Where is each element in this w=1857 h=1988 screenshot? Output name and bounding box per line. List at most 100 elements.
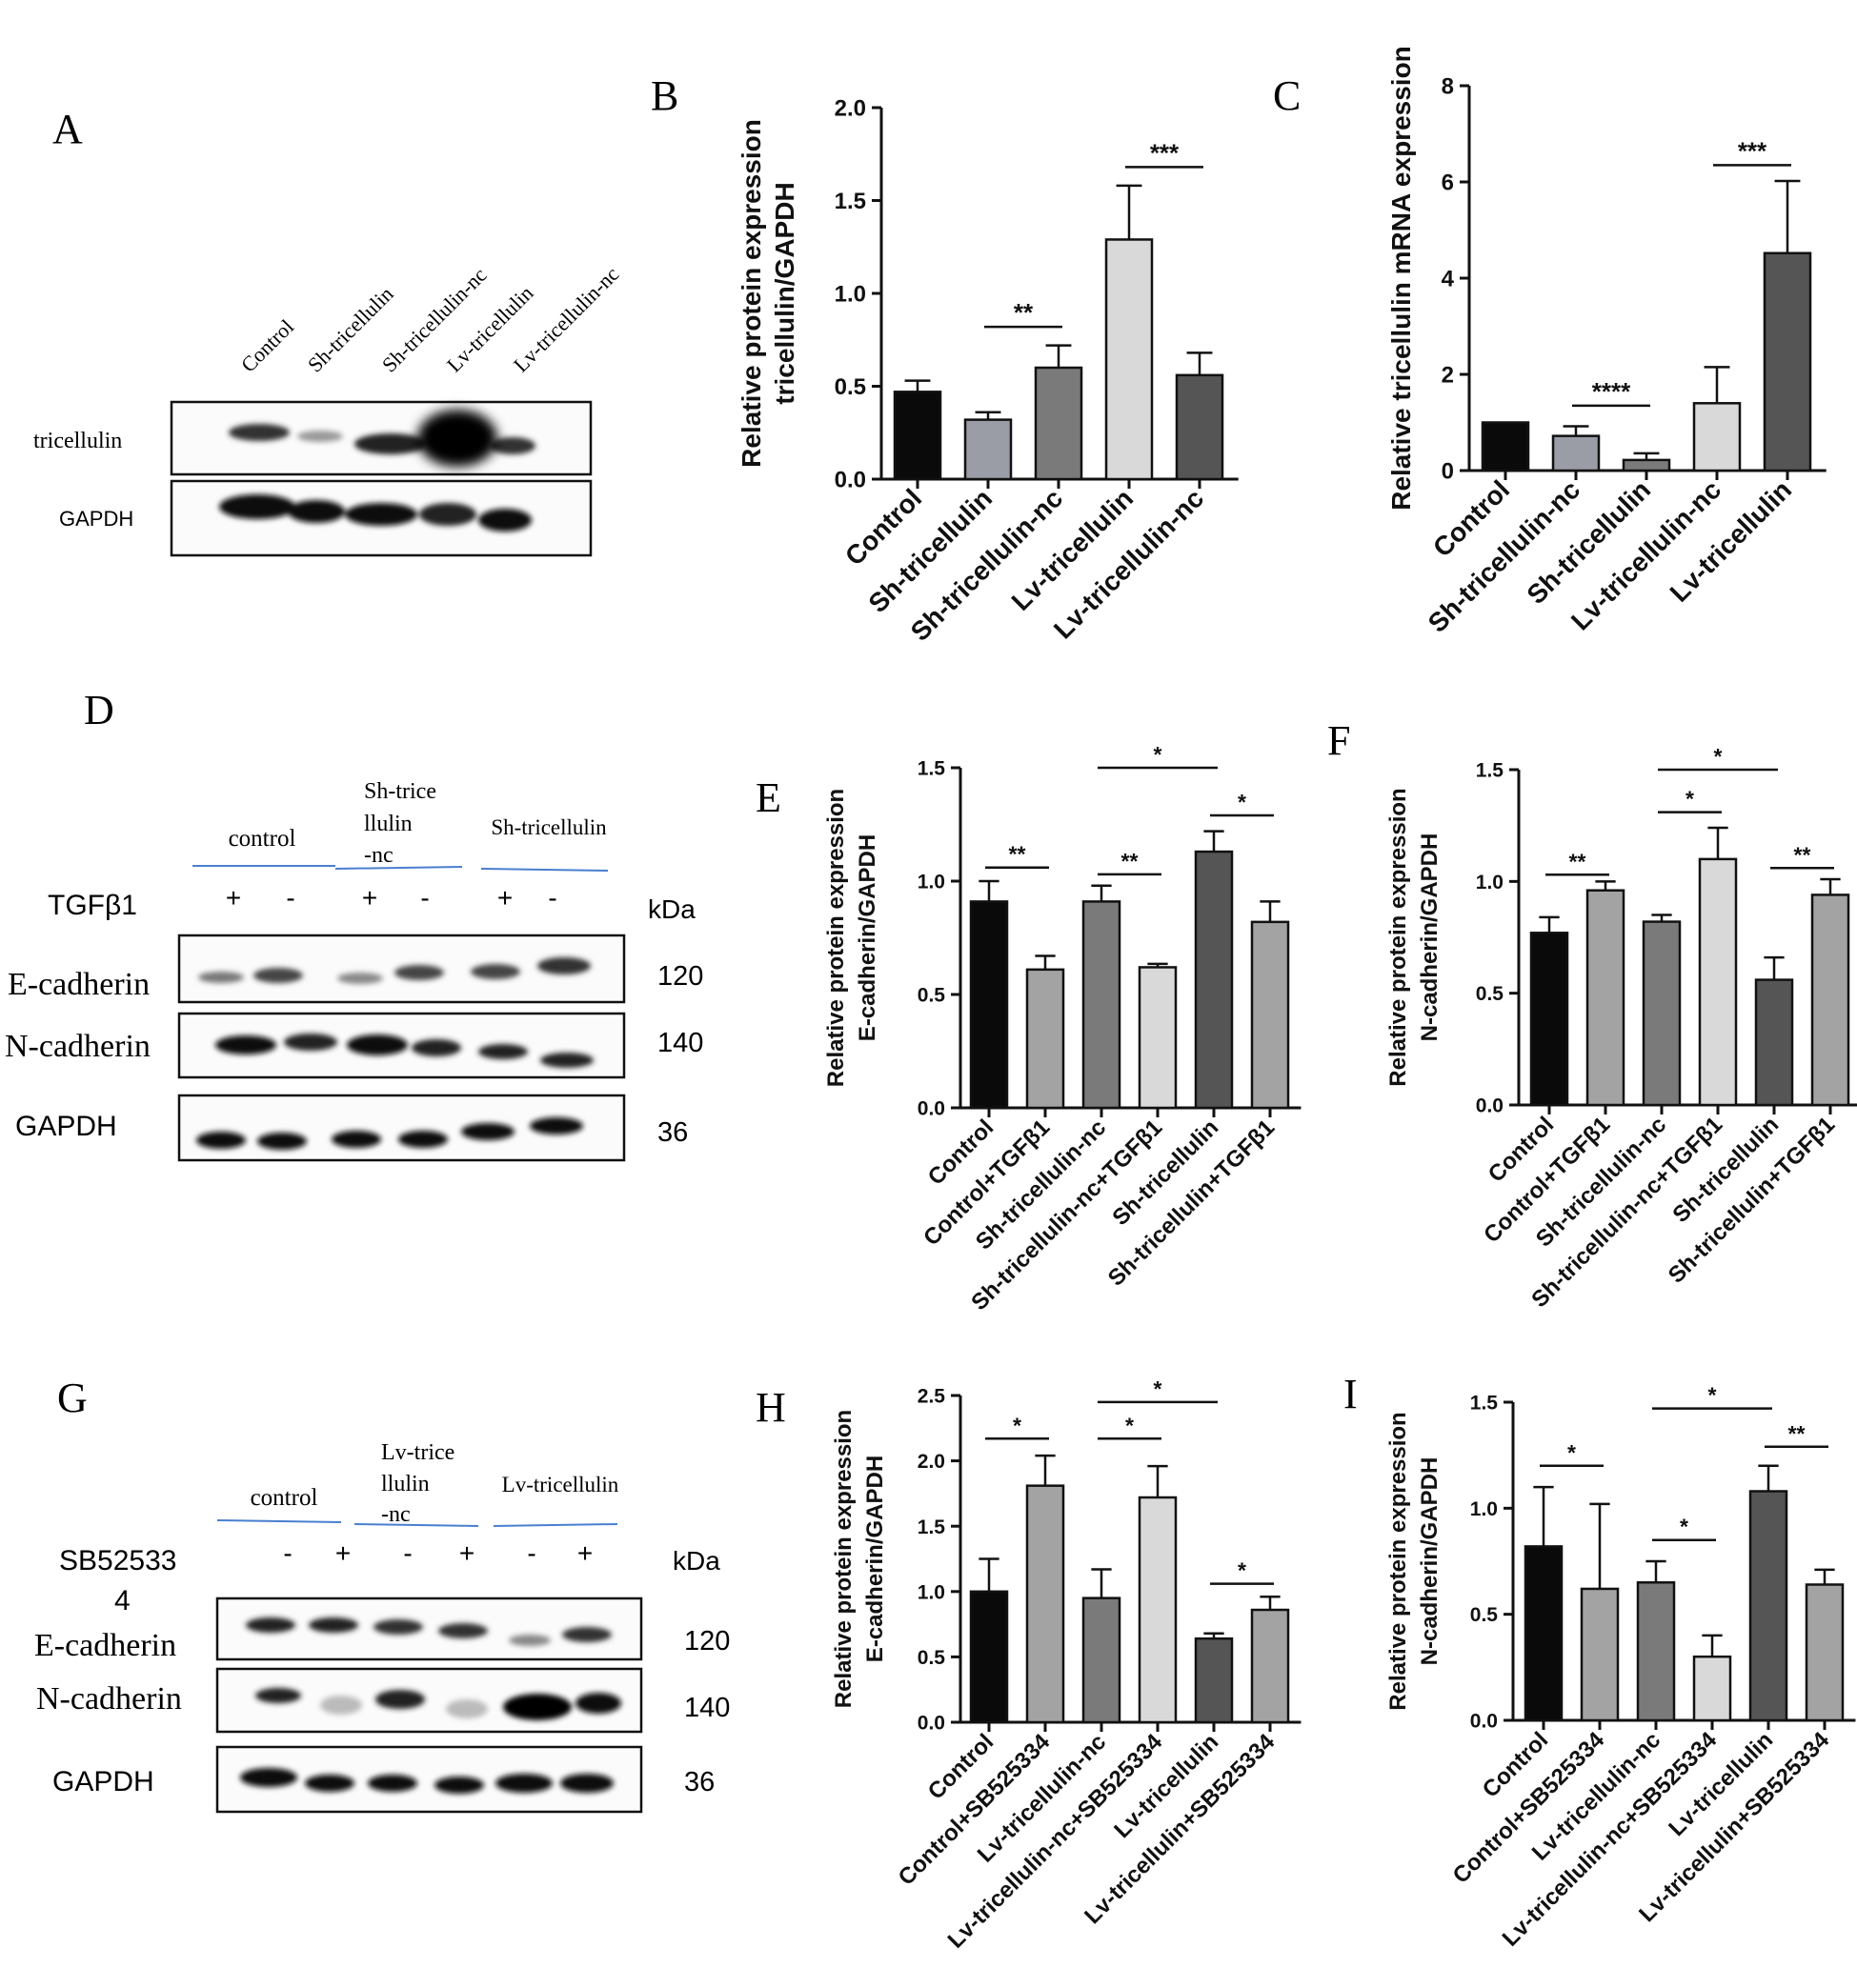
significance-label: * xyxy=(1708,1383,1717,1408)
blot-panel-g: G control Lv-trice llulin -nc Lv-tricell… xyxy=(34,1375,730,1814)
panel-letter-f: F xyxy=(1327,717,1350,764)
blot-row-label: E-cadherin xyxy=(34,1628,176,1663)
group-label: Sh-tricellulin xyxy=(491,815,607,839)
significance-label: * xyxy=(1680,1515,1688,1539)
y-tick-label: 0.0 xyxy=(835,468,866,493)
y-axis-label: Relative protein expression xyxy=(737,119,766,468)
kda-value: 140 xyxy=(684,1693,730,1723)
y-tick-label: 0.0 xyxy=(1476,1095,1504,1117)
y-axis-label: Relative tricellulin mRNA expression xyxy=(1386,46,1416,511)
y-tick-label: 2.5 xyxy=(918,1386,946,1408)
bar xyxy=(969,900,1009,1110)
y-tick-label: 0.0 xyxy=(1470,1711,1498,1733)
y-axis-label-line: tricellulin/GAPDH xyxy=(770,182,799,404)
kda-value: 120 xyxy=(657,961,703,992)
bar xyxy=(1138,1496,1178,1724)
bar xyxy=(1524,1545,1564,1722)
significance-label: ** xyxy=(1788,1421,1806,1446)
significance-label: *** xyxy=(1150,138,1180,167)
y-tick-label: 1.0 xyxy=(918,872,945,894)
y-tick-label: 0.0 xyxy=(918,1098,945,1120)
lane-label: Control xyxy=(236,314,298,376)
panel-letter-a: A xyxy=(52,106,83,152)
chart-i: 0.0 0.5 1.0 1.5 Relative protein expression N… xyxy=(1385,1383,1856,1952)
significance-label: * xyxy=(1238,1558,1246,1583)
bar xyxy=(1636,1581,1676,1722)
y-axis-label: Relative protein expression xyxy=(1385,788,1411,1086)
blot-row-label: GAPDH xyxy=(59,507,133,531)
bar xyxy=(1698,857,1738,1107)
y-axis-label-line: N-cadherin/GAPDH xyxy=(1417,833,1443,1042)
y-tick-label: 1.0 xyxy=(1476,872,1504,894)
y-tick-label: 1.5 xyxy=(918,1516,946,1538)
y-tick-label: 1.0 xyxy=(918,1581,945,1603)
significance-label: * xyxy=(1567,1440,1576,1465)
x-tick-label: Sh-tricellulin xyxy=(862,483,998,618)
treatment-label: TGFβ1 xyxy=(48,890,137,921)
bar xyxy=(1250,1608,1290,1724)
bar xyxy=(1138,966,1178,1110)
panel-letter-b: B xyxy=(651,72,678,119)
bar xyxy=(1748,1490,1788,1722)
bar xyxy=(1585,889,1625,1107)
x-tick-label: Lv-tricellulin xyxy=(1665,474,1798,608)
y-tick-label: 1.0 xyxy=(835,282,866,308)
bar xyxy=(1805,1583,1845,1722)
bar xyxy=(1529,932,1569,1107)
group-label-line: llulin xyxy=(381,1472,430,1496)
y-axis-label: Relative protein expression xyxy=(831,1410,857,1708)
treatment-label-line: 4 xyxy=(114,1585,131,1617)
kda-value: 36 xyxy=(684,1767,715,1797)
bar xyxy=(1642,920,1682,1107)
chart-f: 0.0 0.5 1.0 1.5 Relative protein expression N… xyxy=(1385,744,1857,1313)
y-tick-label: 1.5 xyxy=(835,189,866,214)
significance-label: * xyxy=(1013,1413,1021,1437)
group-label-line: Sh-trice xyxy=(364,779,436,804)
group-divider xyxy=(493,1523,618,1527)
chart-c: 0 2 4 6 8 Relative tricellulin mRNA expressio… xyxy=(1386,46,1827,638)
lane-label: Lv-tricellulin-nc xyxy=(509,262,624,377)
kda-header: kDa xyxy=(648,894,696,924)
group-label-line: Lv-trice xyxy=(381,1440,454,1465)
bar xyxy=(1692,1655,1732,1722)
y-tick-label: 0.5 xyxy=(918,985,946,1007)
treatment-label: SB52533 xyxy=(59,1545,176,1576)
bar xyxy=(1481,421,1530,472)
treatment-sign: + xyxy=(577,1538,593,1568)
group-label-line: llulin xyxy=(364,812,413,836)
significance-label: * xyxy=(1714,744,1723,769)
bar xyxy=(1025,968,1065,1110)
significance-label: ** xyxy=(1009,842,1026,867)
treatment-sign: - xyxy=(286,883,294,913)
y-tick-label: 0.5 xyxy=(835,374,866,400)
bar xyxy=(1034,366,1083,481)
significance-label: * xyxy=(1154,742,1162,767)
y-tick-label: 6 xyxy=(1442,171,1454,196)
panel-letter-g: G xyxy=(57,1375,88,1421)
chart-b: 0.0 0.5 1.0 1.5 2.0 Relative protein expressi… xyxy=(737,96,1239,647)
kda-value: 140 xyxy=(657,1028,703,1058)
y-axis-label: Relative protein expression xyxy=(1385,1412,1411,1710)
y-axis-label-line: E-cadherin/GAPDH xyxy=(855,834,880,1041)
group-label-line: -nc xyxy=(381,1502,411,1527)
y-axis-label-line: N-cadherin/GAPDH xyxy=(1417,1457,1443,1666)
significance-label: ** xyxy=(1794,842,1811,867)
y-tick-label: 2.0 xyxy=(918,1451,945,1473)
bar xyxy=(969,1590,1009,1724)
blot-panel-a: A Control Sh-tricellulin Sh-tricellulin-… xyxy=(33,106,624,557)
y-tick-label: 1.5 xyxy=(1470,1393,1499,1415)
significance-label: ** xyxy=(1569,849,1586,874)
y-tick-label: 0.5 xyxy=(1470,1604,1499,1626)
y-tick-label: 0.5 xyxy=(918,1647,946,1669)
panel-letter-d: D xyxy=(84,687,114,733)
treatment-sign: - xyxy=(283,1538,292,1568)
treatment-sign: + xyxy=(362,883,377,913)
y-tick-label: 8 xyxy=(1442,74,1454,100)
treatment-sign: + xyxy=(497,883,513,913)
kda-value: 120 xyxy=(684,1626,730,1657)
panel-letter-h: H xyxy=(756,1384,786,1431)
group-divider xyxy=(353,1523,479,1527)
bar xyxy=(1551,434,1601,472)
kda-header: kDa xyxy=(673,1546,720,1576)
